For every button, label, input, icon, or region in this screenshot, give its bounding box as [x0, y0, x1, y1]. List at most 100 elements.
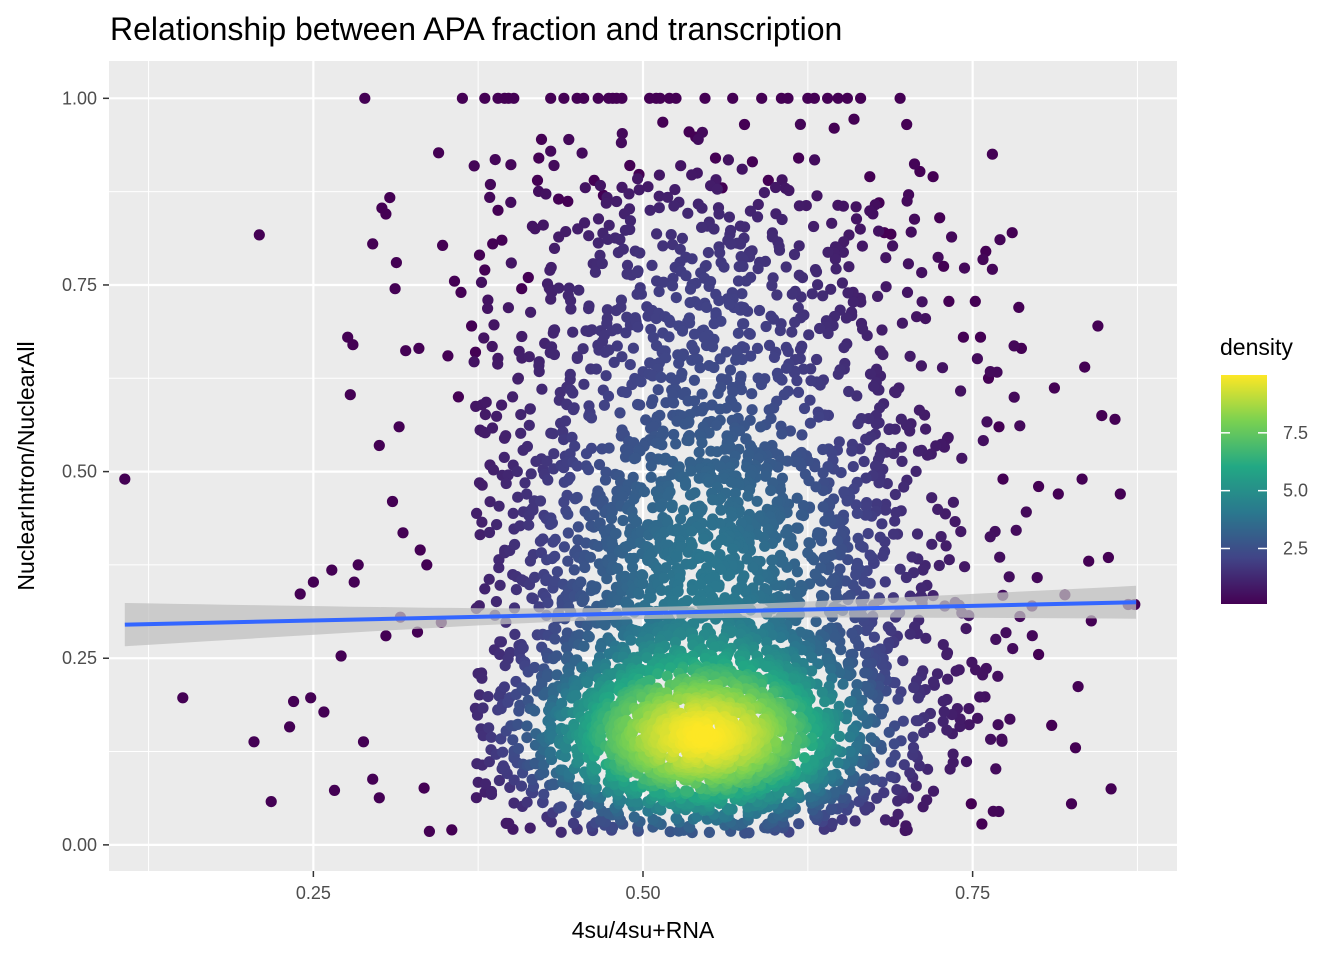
scatter-point — [357, 736, 370, 748]
scatter-point — [610, 528, 622, 540]
scatter-point — [905, 226, 917, 238]
scatter-point — [910, 715, 923, 727]
scatter-point — [533, 366, 545, 378]
scatter-point — [527, 593, 539, 605]
scatter-point — [847, 461, 859, 473]
scatter-point — [708, 318, 720, 330]
scatter-point — [617, 514, 629, 527]
scatter-point — [328, 784, 341, 797]
scatter-point — [566, 431, 578, 443]
scatter-point — [579, 561, 591, 574]
scatter-point — [838, 342, 850, 354]
scatter-point — [421, 559, 433, 571]
scatter-point — [729, 487, 742, 499]
scatter-point — [1102, 551, 1114, 564]
scatter-point — [479, 409, 491, 421]
scatter-point — [400, 345, 412, 357]
scatter-point — [985, 733, 997, 745]
scatter-point — [898, 759, 910, 771]
scatter-point — [864, 171, 876, 183]
scatter-point — [832, 535, 844, 547]
scatter-point — [1008, 340, 1020, 352]
scatter-point — [718, 261, 730, 273]
scatter-point — [819, 696, 831, 708]
scatter-point — [1033, 480, 1045, 493]
scatter-point — [882, 621, 894, 633]
scatter-point — [544, 264, 556, 276]
scatter-point — [655, 501, 667, 513]
scatter-point — [926, 492, 938, 504]
scatter-point — [1076, 473, 1088, 485]
scatter-point — [529, 705, 541, 717]
scatter-point — [596, 257, 608, 270]
scatter-point — [442, 350, 454, 362]
scatter-point — [1007, 643, 1019, 655]
scatter-point — [307, 576, 319, 588]
scatter-point — [774, 325, 786, 337]
scatter-point — [828, 122, 840, 134]
scatter-point — [904, 767, 916, 779]
scatter-point — [661, 670, 673, 682]
scatter-point — [482, 294, 494, 306]
scatter-point — [896, 455, 908, 467]
scatter-point — [753, 304, 766, 317]
scatter-point — [833, 700, 845, 713]
scatter-point — [714, 403, 726, 415]
scatter-point — [843, 385, 855, 398]
scatter-point — [393, 421, 405, 433]
scatter-point — [558, 92, 570, 104]
scatter-point — [1079, 361, 1091, 373]
scatter-point — [816, 686, 828, 699]
scatter-point — [583, 303, 595, 315]
scatter-point — [885, 756, 897, 768]
scatter-point — [667, 280, 679, 292]
scatter-point — [650, 313, 662, 325]
scatter-point — [509, 628, 521, 641]
scatter-point — [708, 361, 720, 374]
scatter-point — [1069, 742, 1082, 754]
scatter-point — [493, 774, 505, 787]
scatter-point — [883, 423, 895, 436]
color-legend: density 2.5 5.0 7.5 — [1220, 334, 1308, 604]
scatter-point — [397, 527, 409, 539]
scatter-point — [900, 820, 912, 832]
scatter-point — [540, 188, 552, 200]
scatter-point — [974, 331, 987, 343]
scatter-point — [685, 558, 698, 570]
scatter-point — [1052, 488, 1064, 500]
scatter-point — [373, 792, 385, 804]
scatter-point — [804, 791, 816, 803]
scatter-point — [759, 470, 772, 482]
scatter-point — [380, 630, 392, 642]
scatter-point — [798, 752, 811, 764]
scatter-point — [773, 244, 786, 256]
scatter-point — [669, 636, 682, 648]
scatter-point — [708, 641, 721, 653]
scatter-point — [694, 362, 706, 374]
y-axis-label: NuclearIntron/NuclearAll — [13, 341, 39, 590]
scatter-point — [545, 293, 557, 305]
scatter-point — [876, 518, 888, 530]
scatter-point — [963, 703, 975, 715]
scatter-point — [910, 780, 922, 792]
scatter-point — [598, 399, 611, 411]
scatter-point — [892, 693, 904, 705]
scatter-point — [877, 550, 889, 562]
scatter-point — [595, 814, 607, 826]
scatter-point — [1006, 227, 1018, 239]
scatter-point — [807, 754, 819, 767]
scatter-point — [791, 522, 803, 534]
scatter-point — [830, 586, 842, 598]
scatter-point — [805, 375, 817, 387]
scatter-point — [869, 774, 881, 786]
scatter-point — [723, 211, 736, 223]
scatter-point — [774, 631, 787, 644]
scatter-point — [732, 327, 745, 339]
scatter-point — [601, 304, 614, 316]
scatter-point — [603, 344, 615, 356]
scatter-point — [741, 553, 753, 565]
scatter-point — [766, 279, 778, 292]
scatter-point — [603, 442, 615, 454]
scatter-point — [802, 547, 814, 559]
scatter-point — [1046, 719, 1058, 732]
